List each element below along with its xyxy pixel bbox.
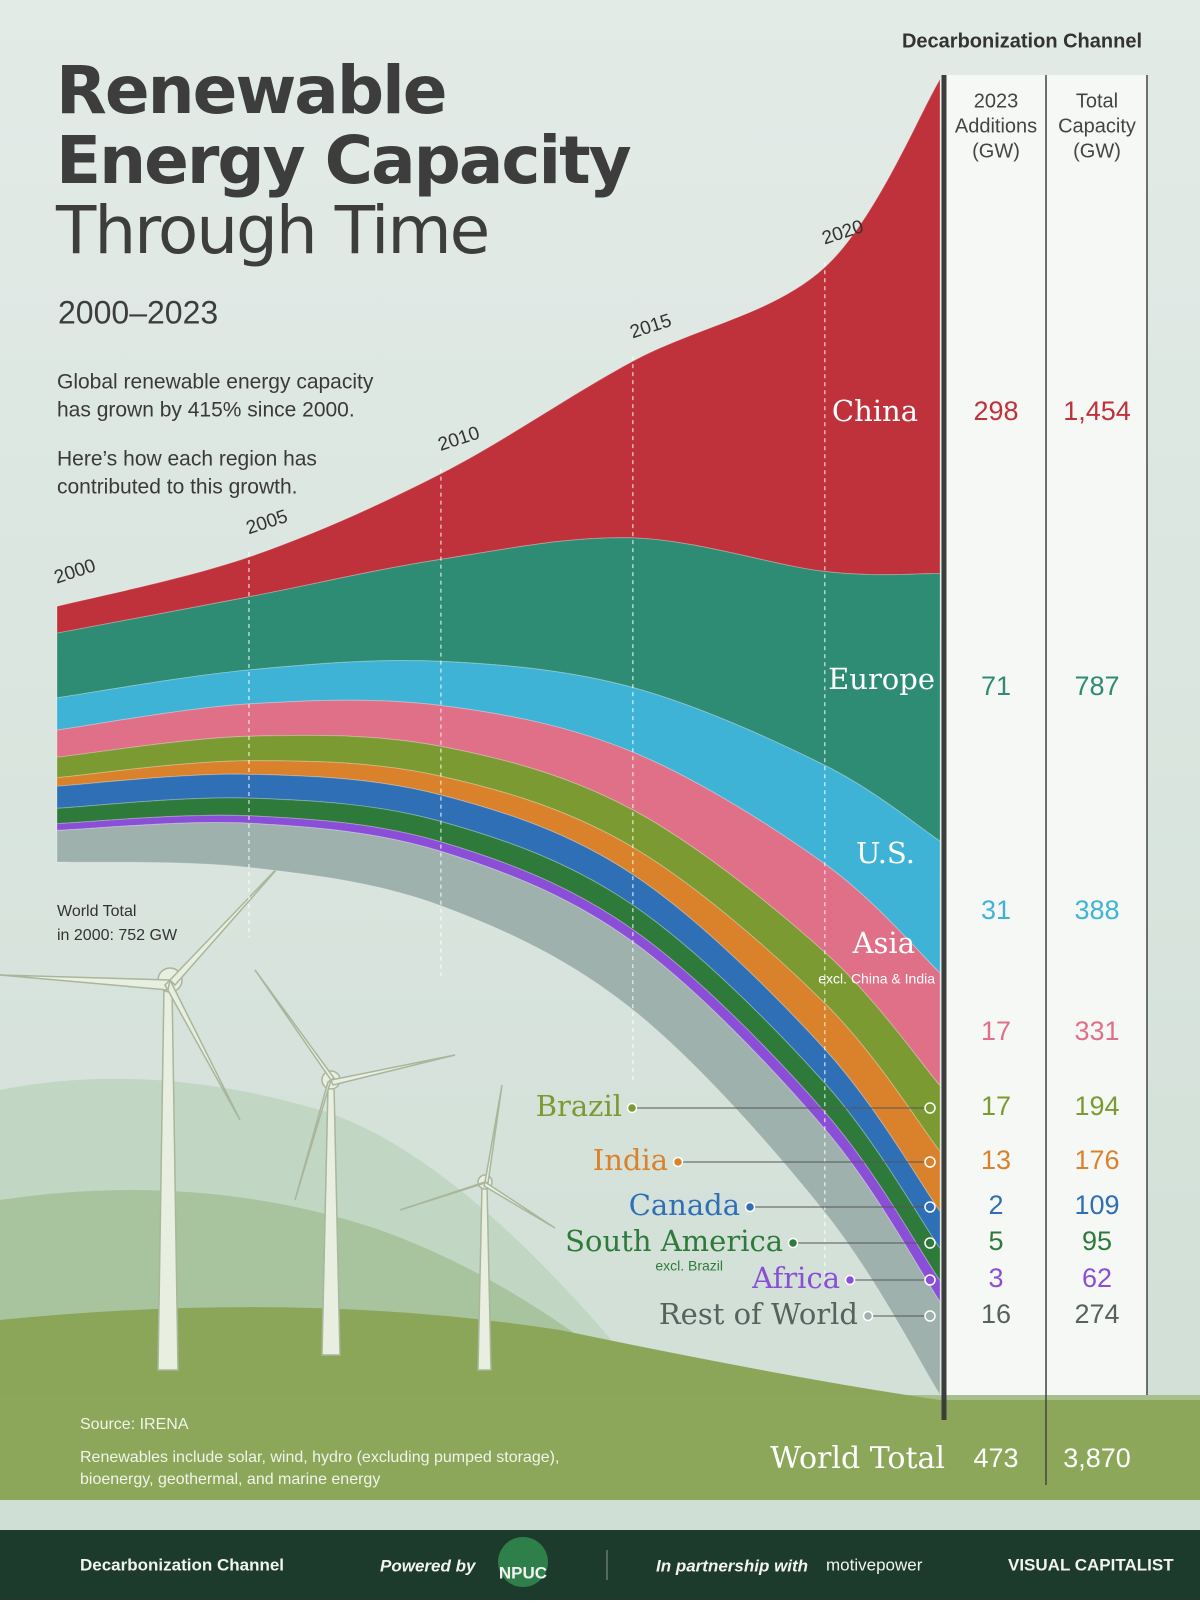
region-label: China — [832, 394, 918, 428]
region-label: U.S. — [856, 836, 915, 870]
label-dot — [787, 1237, 799, 1249]
table-value: 95 — [1082, 1226, 1112, 1256]
table-value: 3 — [988, 1263, 1003, 1293]
footer-text: VISUAL CAPITALIST — [1008, 1555, 1174, 1574]
column-header: 2023 — [974, 90, 1019, 112]
table-value: 388 — [1074, 895, 1119, 925]
region-label: South America — [565, 1224, 783, 1258]
region-label: India — [593, 1143, 668, 1177]
footer-bar — [0, 1530, 1200, 1600]
area — [56, 822, 941, 1397]
table-value: 71 — [981, 671, 1011, 701]
footer-text: NPUC — [499, 1563, 547, 1582]
table-value: 13 — [981, 1145, 1011, 1175]
footer-text: Powered by — [380, 1556, 477, 1575]
region-label: Europe — [828, 662, 935, 696]
region-label: Africa — [751, 1261, 840, 1295]
table-value: 17 — [981, 1016, 1011, 1046]
title: Through Time — [55, 192, 488, 269]
table-value: 298 — [973, 396, 1018, 426]
table-value: 62 — [1082, 1263, 1112, 1293]
description: Here’s how each region has — [57, 448, 317, 471]
brand: Decarbonization Channel — [902, 30, 1142, 52]
table-value: 109 — [1074, 1190, 1119, 1220]
table-value: 787 — [1074, 671, 1119, 701]
total-value: 473 — [973, 1443, 1018, 1473]
table-value: 5 — [988, 1226, 1003, 1256]
source: Source: IRENA — [80, 1416, 189, 1433]
ground — [0, 1395, 1200, 1500]
table-column — [946, 75, 1046, 1395]
region-sublabel: excl. Brazil — [655, 1258, 723, 1274]
table-value: 274 — [1074, 1299, 1119, 1329]
npuc-logo — [498, 1537, 548, 1587]
subtitle: 2000–2023 — [58, 294, 218, 330]
description: Global renewable energy capacity — [57, 371, 374, 394]
turbines — [0, 859, 556, 1371]
table-value: 2 — [988, 1190, 1003, 1220]
description: has grown by 415% since 2000. — [57, 399, 355, 422]
title: Energy Capacity — [56, 122, 631, 199]
label-dot — [844, 1274, 856, 1286]
note: Renewables include solar, wind, hydro (e… — [80, 1449, 559, 1466]
table-value: 17 — [981, 1091, 1011, 1121]
end-dot — [924, 1201, 936, 1213]
end-dot — [924, 1310, 936, 1322]
total-label: World Total — [770, 1441, 945, 1476]
label-dot — [862, 1310, 874, 1322]
region-label: Canada — [629, 1188, 740, 1222]
table-value: 194 — [1074, 1091, 1119, 1121]
footer-text: motivepower — [826, 1555, 923, 1574]
note: bioenergy, geothermal, and marine energy — [80, 1471, 380, 1488]
column-header: Total — [1076, 90, 1118, 112]
column-header: (GW) — [972, 140, 1020, 162]
region-label: Rest of World — [659, 1297, 858, 1331]
footer-text: In partnership with — [656, 1556, 808, 1575]
table-value: 31 — [981, 895, 1011, 925]
total-value: 3,870 — [1063, 1443, 1131, 1473]
region-sublabel: excl. China & India — [818, 971, 935, 987]
annotation: World Total — [57, 903, 136, 920]
column-header: Additions — [955, 115, 1037, 137]
footer-brand: Decarbonization Channel — [80, 1555, 284, 1574]
table-value: 176 — [1074, 1145, 1119, 1175]
description: contributed to this growth. — [57, 476, 297, 499]
label-dot — [744, 1201, 756, 1213]
end-dot — [924, 1237, 936, 1249]
end-dot — [924, 1156, 936, 1168]
end-dot — [924, 1274, 936, 1286]
table-value: 1,454 — [1063, 396, 1131, 426]
table-value: 16 — [981, 1299, 1011, 1329]
column-header: Capacity — [1058, 115, 1136, 137]
title: Renewable — [56, 52, 445, 129]
table-value: 331 — [1074, 1016, 1119, 1046]
region-label: Asia — [852, 926, 915, 960]
end-dot — [924, 1102, 936, 1114]
region-label: Brazil — [536, 1089, 622, 1123]
column-header: (GW) — [1073, 140, 1121, 162]
annotation: in 2000: 752 GW — [57, 927, 178, 944]
label-dot — [626, 1102, 638, 1114]
table-column — [1047, 75, 1147, 1395]
label-dot — [672, 1156, 684, 1168]
